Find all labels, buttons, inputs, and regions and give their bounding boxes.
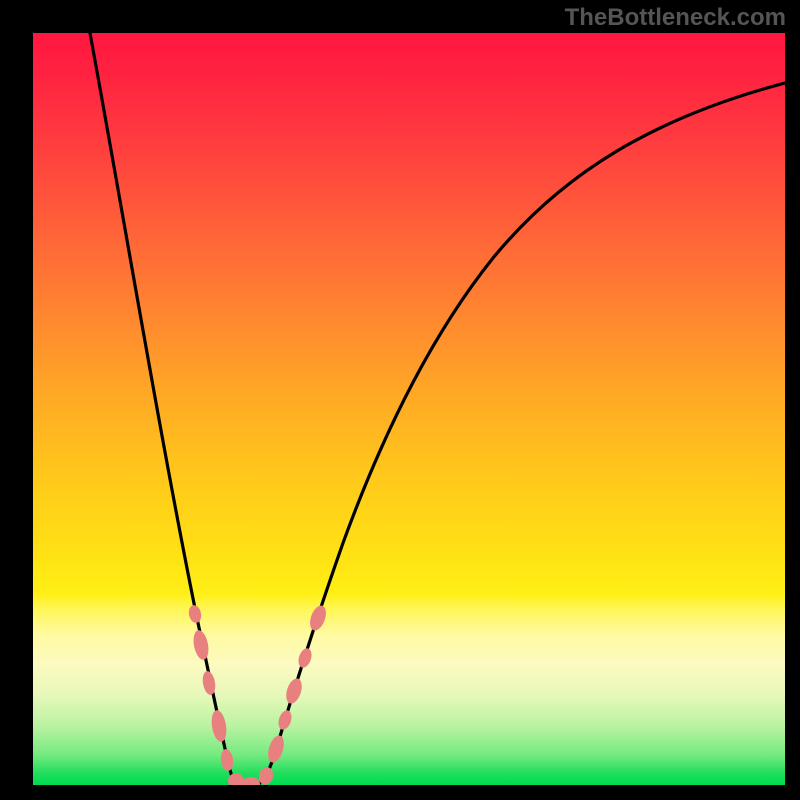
- data-marker: [307, 603, 329, 632]
- data-marker: [283, 676, 304, 705]
- data-marker: [201, 670, 217, 696]
- watermark-text: TheBottleneck.com: [565, 4, 786, 32]
- curve-left: [90, 33, 253, 785]
- data-marker: [265, 734, 287, 765]
- plot-area: [33, 33, 785, 785]
- data-marker: [210, 709, 229, 743]
- data-marker: [191, 629, 210, 661]
- chart-container: TheBottleneck.com: [0, 0, 800, 800]
- data-marker: [242, 777, 260, 785]
- bottleneck-curve: [33, 33, 785, 785]
- data-marker: [276, 709, 294, 732]
- data-marker: [220, 748, 235, 771]
- curve-right: [253, 83, 785, 785]
- data-marker: [187, 604, 202, 624]
- data-marker: [296, 647, 314, 670]
